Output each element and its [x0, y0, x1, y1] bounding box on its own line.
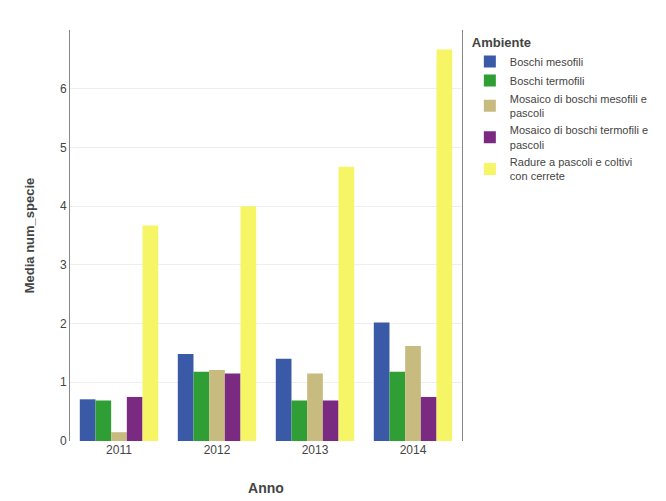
svg-text:Boschi termofili: Boschi termofili: [510, 75, 585, 87]
svg-text:0: 0: [60, 434, 67, 448]
svg-text:Mosaico di boschi termofili ep: Mosaico di boschi termofili epascoli: [510, 124, 648, 150]
svg-text:Media num_specie: Media num_specie: [22, 178, 37, 294]
svg-text:2: 2: [60, 317, 67, 331]
svg-text:Mosaico di boschi mesofili epa: Mosaico di boschi mesofili epascoli: [510, 93, 647, 119]
svg-text:4: 4: [60, 199, 67, 213]
svg-text:2013: 2013: [302, 443, 329, 457]
svg-text:3: 3: [60, 258, 67, 272]
svg-text:Radure a pascoli e coltivicon: Radure a pascoli e coltivicon cerrete: [510, 156, 632, 182]
svg-text:5: 5: [60, 141, 67, 155]
svg-text:Anno: Anno: [248, 480, 284, 496]
svg-text:Ambiente: Ambiente: [472, 35, 531, 50]
svg-text:1: 1: [60, 375, 67, 389]
svg-text:2012: 2012: [204, 443, 231, 457]
svg-text:2014: 2014: [400, 443, 427, 457]
svg-text:6: 6: [60, 82, 67, 96]
svg-text:Boschi mesofili: Boschi mesofili: [510, 56, 583, 68]
svg-text:2011: 2011: [106, 443, 132, 457]
